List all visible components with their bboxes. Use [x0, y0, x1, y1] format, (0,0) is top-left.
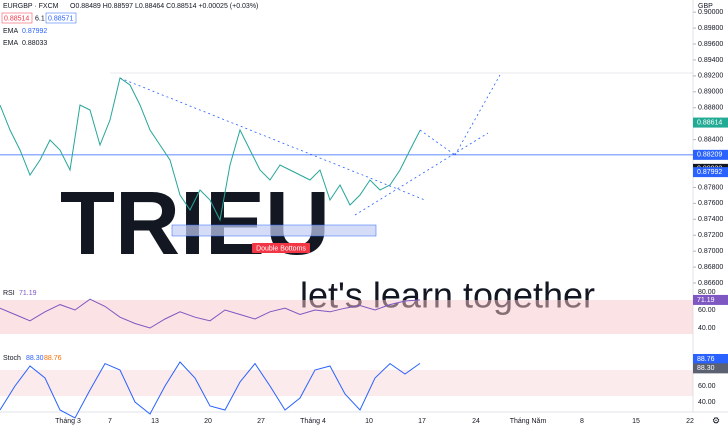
price-marker-label: 0.88614 [697, 119, 722, 126]
stoch-label: Stoch [3, 355, 21, 362]
bid[interactable]: 0.88514 [4, 15, 29, 22]
stoch-line [0, 361, 421, 419]
stoch-d: 88.76 [44, 355, 62, 362]
rsi-band [0, 300, 693, 334]
x-tick-label: Tháng Năm [510, 418, 547, 425]
y-tick-label: 0.87000 [698, 248, 723, 255]
indicator-marker [693, 363, 728, 374]
settings-icon[interactable]: ⚙ [712, 415, 720, 425]
stoch-band [0, 370, 693, 396]
price-marker-label: 0.87992 [697, 169, 722, 176]
y-tick-label: 0.86600 [698, 280, 723, 287]
x-tick-label: 22 [686, 418, 694, 425]
price-line-series [0, 77, 421, 222]
y-tick-label: 0.90000 [698, 9, 723, 16]
indicator-marker-label: 88.30 [697, 365, 715, 372]
watermark: TRIEU [60, 174, 330, 274]
y-tick-label: 60.00 [698, 307, 716, 314]
x-tick-label: 24 [472, 418, 480, 425]
header: EURGBP · FXCM O0.88489 H0.88597 L0.88464… [1, 3, 720, 425]
price-marker [693, 117, 728, 128]
y-tick-label: 40.00 [698, 325, 716, 332]
x-tick-label: 27 [257, 418, 265, 425]
projection-line [419, 129, 456, 156]
y-tick-label: 0.87400 [698, 216, 723, 223]
y-tick-label: 0.87800 [698, 184, 723, 191]
y-tick-label: 0.88800 [698, 105, 723, 112]
ema-value: 0.88033 [22, 40, 47, 47]
y-tick-label: 80.00 [698, 289, 716, 296]
y-tick-label: 0.86800 [698, 264, 723, 271]
price-marker [693, 149, 728, 160]
x-tick-label: Tháng 4 [300, 418, 326, 425]
x-tick-label: 7 [108, 418, 112, 425]
x-tick-label: 17 [418, 418, 426, 425]
indicator-marker-label: 88.76 [697, 356, 715, 363]
x-tick-label: 15 [632, 418, 640, 425]
rsi-value: 71.19 [19, 290, 37, 297]
bid-box[interactable] [1, 12, 33, 24]
currency[interactable]: GBP [698, 3, 713, 10]
indicator-marker [693, 294, 728, 305]
support-zone [171, 224, 377, 237]
symbol: EURGBP · FXCM [3, 3, 59, 10]
ema-label: EMA [3, 40, 19, 47]
annotation: Double Bottoms [256, 245, 306, 252]
stoch-k: 88.30 [26, 355, 44, 362]
x-tick-label: 20 [204, 418, 212, 425]
y-tick-label: 40.00 [698, 399, 716, 406]
ask[interactable]: 0.88571 [48, 15, 73, 22]
y-tick-label: 0.89000 [698, 89, 723, 96]
ask-box[interactable] [45, 12, 77, 24]
x-tick-label: 10 [365, 418, 373, 425]
y-tick-label: 0.89200 [698, 73, 723, 80]
ema-value: 0.87992 [22, 28, 47, 35]
y-tick-label: 0.89800 [698, 25, 723, 32]
y-tick-label: 0.89400 [698, 57, 723, 64]
y-tick-label: 0.89600 [698, 41, 723, 48]
annotation-box [252, 243, 310, 253]
y-tick-label: 60.00 [698, 383, 716, 390]
ema-label: EMA [3, 28, 19, 35]
y-tick-label: 0.88400 [698, 136, 723, 143]
rsi-label: RSI [3, 290, 15, 297]
price-marker [693, 167, 728, 178]
indicator-marker [693, 353, 728, 364]
y-tick-label: 0.87600 [698, 200, 723, 207]
ohlc: O0.88489 H0.88597 L0.88464 C0.88514 +0.0… [70, 3, 258, 10]
rsi-line [0, 298, 421, 329]
trend-line [354, 132, 489, 216]
projection-line [454, 74, 501, 156]
y-tick-label: 0.87200 [698, 232, 723, 239]
price-marker-label: 0.88209 [697, 152, 722, 159]
indicator-marker-label: 71.19 [697, 297, 715, 304]
x-tick-label: 13 [151, 418, 159, 425]
x-tick-label: 8 [580, 418, 584, 425]
spread: 6.1 [35, 15, 45, 22]
x-tick-label: Tháng 3 [55, 418, 81, 425]
